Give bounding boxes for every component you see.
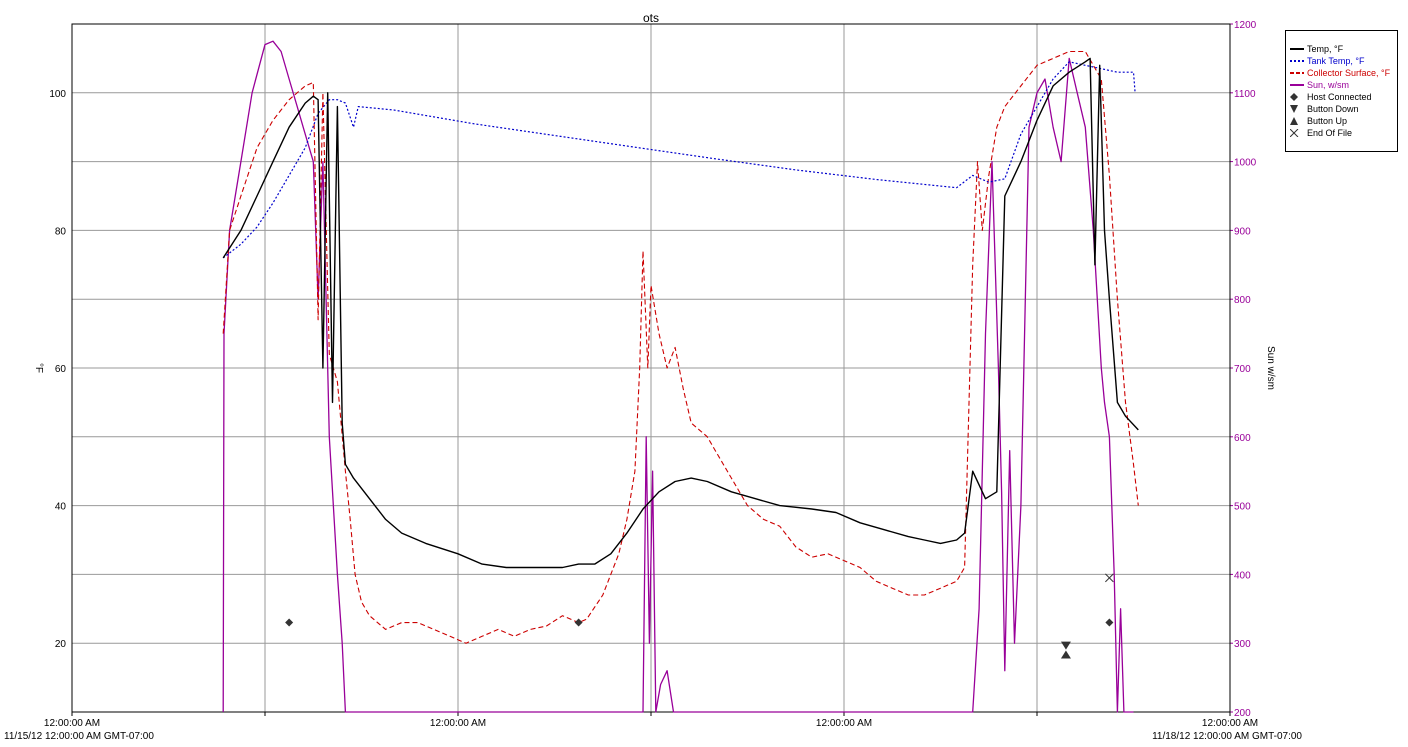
legend-label-sun: Sun, w/sm xyxy=(1307,80,1350,90)
x-tick-label: 12:00:00 AM xyxy=(44,718,100,729)
y-axis-left-label: °F xyxy=(33,363,44,373)
x-range-end-label: 11/18/12 12:00:00 AM GMT-07:00 xyxy=(1152,731,1302,742)
triangle-down-icon xyxy=(1290,105,1304,113)
legend-label-button-down: Button Down xyxy=(1307,104,1359,114)
x-range-start-label: 11/15/12 12:00:00 AM GMT-07:00 xyxy=(4,731,154,742)
legend-label-temp: Temp, °F xyxy=(1307,44,1344,54)
legend-label-end-of-file: End Of File xyxy=(1307,128,1353,138)
y-right-tick-label: 900 xyxy=(1234,226,1251,237)
chart-title: ots xyxy=(643,11,659,25)
legend-item-end-of-file: End Of File xyxy=(1290,127,1352,139)
series-line-sun-w-sm xyxy=(222,40,1134,713)
diamond-icon xyxy=(1290,93,1304,101)
legend-label-button-up: Button Up xyxy=(1307,116,1348,126)
y-right-tick-label: 1100 xyxy=(1234,89,1256,100)
legend-item-host-connected: Host Connected xyxy=(1290,91,1372,103)
legend-swatch-collector xyxy=(1290,69,1304,77)
y-left-tick-label: 20 xyxy=(55,639,67,650)
legend-item-temp: Temp, °F xyxy=(1290,43,1343,55)
series-layer xyxy=(222,40,1139,713)
legend-item-collector: Collector Surface, °F xyxy=(1290,67,1390,79)
legend-item-sun: Sun, w/sm xyxy=(1290,79,1349,91)
y-right-tick-label: 200 xyxy=(1234,708,1251,719)
y-right-tick-label: 600 xyxy=(1234,433,1251,444)
y-right-tick-label: 700 xyxy=(1234,364,1251,375)
event-marker-host-connected xyxy=(285,618,294,627)
legend-label-collector: Collector Surface, °F xyxy=(1307,68,1391,78)
y-right-tick-label: 300 xyxy=(1234,639,1251,650)
y-left-tick-label: 40 xyxy=(55,502,67,513)
legend-item-button-down: Button Down xyxy=(1290,103,1359,115)
triangle-up-icon xyxy=(1290,117,1304,125)
event-marker-button-down xyxy=(1060,641,1071,650)
legend-label-host-connected: Host Connected xyxy=(1307,92,1372,102)
y-right-tick-label: 400 xyxy=(1234,570,1251,581)
series-line-temp-f xyxy=(222,57,1139,569)
plot-area-border xyxy=(71,23,1231,713)
event-marker-button-up xyxy=(1060,650,1071,659)
x-mark-icon xyxy=(1290,129,1304,137)
series-line-tank-temp-f xyxy=(222,61,1136,259)
legend-swatch-tank-temp xyxy=(1290,57,1304,65)
y-axis-right-label: Sun w/sm xyxy=(1265,346,1276,390)
y-right-tick-label: 1200 xyxy=(1234,20,1257,31)
y-right-tick-label: 500 xyxy=(1234,502,1251,513)
x-tick-label: 12:00:00 AM xyxy=(430,718,486,729)
y-left-tick-label: 100 xyxy=(49,89,66,100)
axis-labels: 12:00:00 AM 12:00:00 AM 12:00:00 AM 12:00:0… xyxy=(44,20,1258,729)
y-left-tick-label: 60 xyxy=(55,364,67,375)
legend-swatch-sun xyxy=(1290,81,1304,89)
event-marker-host-connected xyxy=(574,618,583,627)
y-left-tick-label: 80 xyxy=(55,226,67,237)
y-right-tick-label: 1000 xyxy=(1234,158,1257,169)
x-tick-label: 12:00:00 AM xyxy=(1202,718,1258,729)
event-marker-host-connected xyxy=(1105,618,1114,627)
legend-item-button-up: Button Up xyxy=(1290,115,1347,127)
y-right-tick-label: 800 xyxy=(1234,295,1251,306)
legend-item-tank-temp: Tank Temp, °F xyxy=(1290,55,1364,67)
legend-label-tank-temp: Tank Temp, °F xyxy=(1307,56,1365,66)
events-layer xyxy=(285,573,1114,659)
legend-swatch-temp xyxy=(1290,45,1304,53)
series-line-collector-surface-f xyxy=(222,50,1139,644)
event-marker-end-of-file xyxy=(1105,573,1114,583)
legend: Temp, °F Tank Temp, °F Collector Surface… xyxy=(1285,30,1398,152)
x-tick-label: 12:00:00 AM xyxy=(816,718,872,729)
